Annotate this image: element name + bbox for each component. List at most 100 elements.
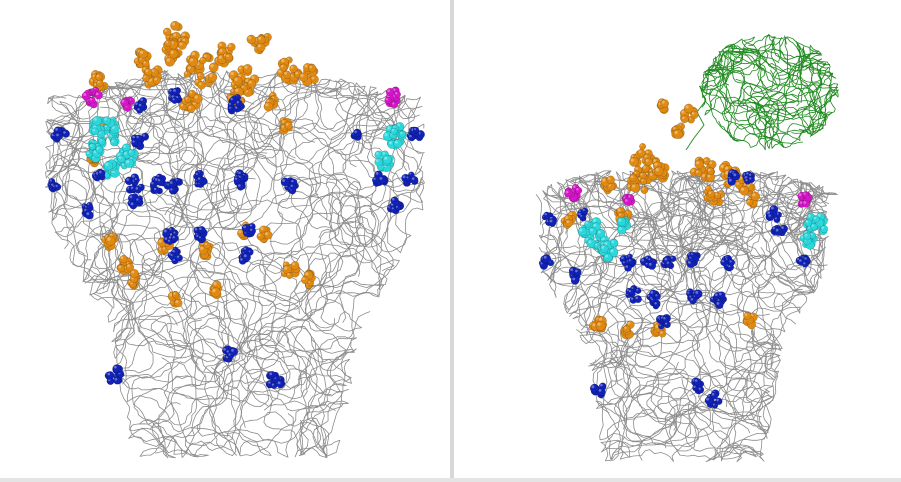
atom-highlight xyxy=(770,206,774,210)
atom-sphere xyxy=(301,276,309,285)
residue-cluster xyxy=(802,212,829,236)
residue-cluster xyxy=(564,184,583,203)
atom-highlight xyxy=(627,184,631,187)
atom-sphere xyxy=(247,79,257,89)
backbone-strand xyxy=(611,405,711,462)
atom-highlight xyxy=(650,290,654,294)
residue-cluster xyxy=(130,132,150,151)
atom-highlight xyxy=(132,135,135,139)
atom-sphere xyxy=(689,296,697,305)
atom-highlight xyxy=(698,387,701,390)
atom-sphere xyxy=(708,160,717,169)
residue-cluster xyxy=(85,138,105,163)
residue-cluster xyxy=(406,126,425,142)
atom-highlight xyxy=(154,77,157,81)
atom-highlight xyxy=(290,184,293,187)
atom-sphere xyxy=(747,176,755,184)
atom-highlight xyxy=(281,120,285,123)
structure-panel-left[interactable] xyxy=(0,0,450,482)
atom-highlight xyxy=(409,134,412,138)
atom-highlight xyxy=(189,91,193,94)
atom-sphere xyxy=(637,148,646,158)
residue-cluster xyxy=(208,280,223,300)
atom-highlight xyxy=(290,65,294,69)
backbone-strand xyxy=(770,38,833,97)
atom-sphere xyxy=(629,156,639,167)
atom-sphere xyxy=(172,230,179,237)
atom-highlight xyxy=(598,389,602,392)
atom-sphere xyxy=(385,87,395,97)
atom-sphere xyxy=(640,186,649,194)
atom-highlight xyxy=(121,163,125,166)
atom-highlight xyxy=(736,182,740,185)
atom-sphere xyxy=(235,99,243,108)
atom-sphere xyxy=(669,255,677,262)
atom-highlight xyxy=(392,102,395,105)
atom-highlight xyxy=(375,159,379,163)
residue-cluster xyxy=(124,173,145,194)
residue-cluster xyxy=(233,169,249,191)
atom-highlight xyxy=(595,243,598,246)
backbone-strand xyxy=(45,120,226,207)
atom-highlight xyxy=(382,151,386,155)
atom-highlight xyxy=(691,169,695,173)
atom-highlight xyxy=(302,277,306,281)
backbone-strand xyxy=(546,170,696,311)
atom-highlight xyxy=(744,313,748,317)
atom-sphere xyxy=(412,126,420,134)
atom-highlight xyxy=(631,287,634,289)
atom-sphere xyxy=(166,238,174,246)
atom-sphere xyxy=(802,199,810,208)
atom-highlight xyxy=(666,261,669,264)
residue-cluster xyxy=(656,98,670,115)
panel-divider[interactable] xyxy=(450,0,454,482)
atom-highlight xyxy=(235,106,238,109)
atom-highlight xyxy=(647,294,650,297)
atom-highlight xyxy=(277,381,281,385)
atom-highlight xyxy=(238,230,242,234)
atom-sphere xyxy=(654,292,661,300)
atom-sphere xyxy=(802,191,810,199)
atom-sphere xyxy=(236,182,245,191)
atom-sphere xyxy=(199,56,207,65)
atom-highlight xyxy=(406,176,409,179)
backbone-strand xyxy=(713,352,781,460)
backbone-strand xyxy=(607,328,774,437)
atom-sphere xyxy=(289,183,297,191)
atom-highlight xyxy=(139,50,144,54)
structure-panel-right[interactable] xyxy=(454,0,901,482)
residue-cluster xyxy=(127,269,141,290)
atom-sphere xyxy=(129,269,139,279)
atom-sphere xyxy=(374,157,384,167)
atom-sphere xyxy=(95,145,104,154)
atom-highlight xyxy=(260,226,264,231)
atom-sphere xyxy=(134,185,142,194)
backbone-strand xyxy=(758,89,839,137)
backbone-strand xyxy=(722,50,813,149)
atom-highlight xyxy=(130,186,134,189)
atom-sphere xyxy=(256,35,266,45)
residue-cluster xyxy=(620,320,635,340)
atom-highlight xyxy=(716,302,720,305)
atom-sphere xyxy=(242,252,251,262)
residue-cluster xyxy=(648,157,670,183)
atom-highlight xyxy=(654,302,657,305)
atom-highlight xyxy=(212,288,216,293)
residue-cluster xyxy=(113,143,139,170)
atom-highlight xyxy=(104,117,107,121)
residue-cluster xyxy=(560,210,578,229)
atom-highlight xyxy=(92,128,95,132)
atom-highlight xyxy=(565,216,569,220)
atom-sphere xyxy=(282,70,292,79)
residue-cluster xyxy=(350,128,362,141)
atom-highlight xyxy=(621,256,624,260)
atom-highlight xyxy=(143,67,146,70)
atom-highlight xyxy=(200,58,203,61)
atom-sphere xyxy=(91,115,102,126)
atom-highlight xyxy=(87,203,90,205)
atom-highlight xyxy=(702,174,705,178)
atom-highlight xyxy=(624,326,627,329)
atom-highlight xyxy=(373,177,376,180)
atom-highlight xyxy=(733,173,737,177)
atom-highlight xyxy=(655,324,659,328)
